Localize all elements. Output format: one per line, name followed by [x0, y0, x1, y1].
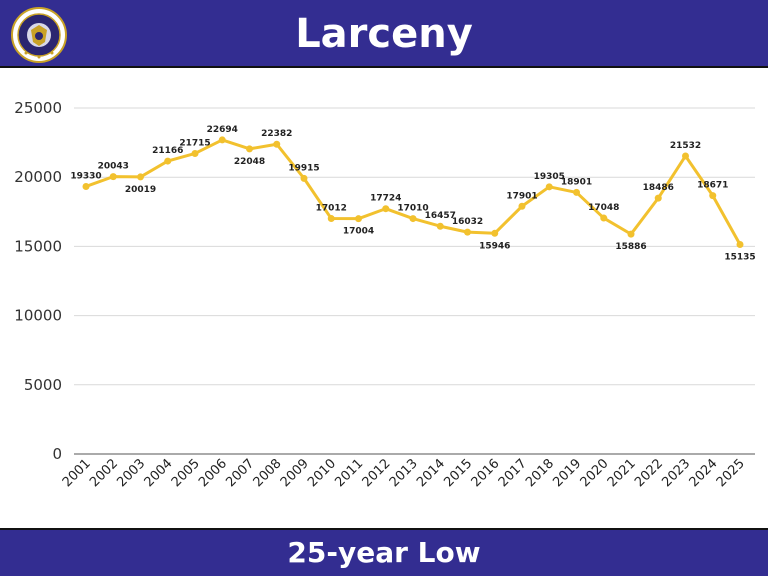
data-point [682, 152, 689, 160]
x-tick-label: 2011 [332, 456, 366, 490]
x-tick-label: 2005 [169, 456, 203, 490]
data-point [600, 214, 608, 222]
police-badge-seal-icon [11, 7, 67, 63]
data-point [164, 157, 172, 165]
data-point [518, 202, 526, 210]
data-label: 15135 [724, 253, 755, 263]
data-label: 19305 [534, 172, 565, 182]
data-point [545, 183, 553, 191]
y-tick-labels: 0 5000 10000 15000 20000 25000 [14, 99, 62, 463]
data-point [573, 188, 580, 196]
x-tick-label: 2007 [223, 456, 257, 490]
x-tick-label: 2019 [550, 456, 584, 490]
data-point [82, 182, 90, 190]
data-label: 19915 [288, 163, 319, 173]
x-tick-label: 2004 [142, 456, 176, 490]
data-point [491, 229, 499, 237]
data-point [464, 228, 471, 236]
data-point [709, 192, 717, 200]
x-tick-label: 2006 [196, 456, 230, 490]
data-point [736, 241, 744, 249]
data-label: 17724 [370, 194, 401, 204]
y-tick-label: 5000 [24, 376, 62, 394]
data-label: 17901 [506, 191, 537, 201]
data-point [654, 194, 662, 202]
data-point [246, 145, 253, 153]
data-label: 22048 [234, 157, 265, 167]
data-label: 20043 [98, 162, 129, 172]
data-label: 21532 [670, 141, 701, 151]
data-point [327, 215, 335, 223]
data-point [191, 149, 199, 157]
data-label: 17010 [397, 204, 428, 214]
page-title: Larceny [295, 11, 473, 57]
data-point [382, 205, 390, 213]
x-tick-label: 2013 [387, 456, 421, 490]
x-tick-label: 2021 [605, 456, 639, 490]
x-tick-label: 2022 [632, 456, 666, 490]
series-points [82, 136, 744, 249]
x-tick-label: 2001 [60, 456, 94, 490]
data-point [137, 173, 144, 181]
data-label: 21166 [152, 146, 183, 156]
data-point [355, 215, 362, 223]
x-tick-label: 2012 [360, 456, 394, 490]
data-label: 15946 [479, 241, 510, 251]
data-point [627, 230, 635, 238]
data-label: 17048 [588, 203, 619, 213]
x-tick-label: 2023 [659, 456, 693, 490]
data-label: 16032 [452, 217, 483, 227]
x-tick-label: 2009 [278, 456, 312, 490]
data-label: 15886 [615, 242, 646, 252]
data-label: 16457 [425, 211, 456, 221]
data-point [273, 140, 281, 148]
x-tick-label: 2014 [414, 456, 448, 490]
data-label: 18671 [697, 181, 728, 191]
data-label: 20019 [125, 185, 156, 195]
x-tick-label: 2016 [469, 456, 503, 490]
y-tick-label: 20000 [14, 168, 62, 186]
x-tick-label: 2010 [305, 456, 339, 490]
x-tick-label: 2017 [496, 456, 530, 490]
data-label: 18486 [643, 183, 674, 193]
x-tick-label: 2025 [714, 456, 748, 490]
x-tick-label: 2015 [441, 456, 475, 490]
data-label: 22694 [207, 125, 238, 135]
x-tick-label: 2024 [687, 456, 721, 490]
data-point [218, 136, 226, 144]
x-tick-label: 2003 [114, 456, 148, 490]
data-point [436, 222, 444, 230]
y-tick-label: 25000 [14, 99, 62, 117]
x-tick-label: 2018 [523, 456, 557, 490]
y-tick-label: 0 [52, 445, 62, 463]
data-label: 22382 [261, 129, 292, 139]
x-tick-label: 2020 [578, 456, 612, 490]
x-tick-labels: 2001200220032004200520062007200820092010… [60, 456, 748, 490]
x-tick-label: 2008 [251, 456, 285, 490]
header-band: Larceny [0, 0, 768, 68]
y-tick-label: 15000 [14, 237, 62, 255]
data-point [409, 215, 417, 223]
data-label: 19330 [70, 171, 101, 181]
data-label: 17012 [316, 204, 347, 214]
data-point [300, 174, 308, 182]
data-label: 18901 [561, 177, 592, 187]
footer-band: 25-year Low [0, 528, 768, 576]
x-tick-label: 2002 [87, 456, 121, 490]
data-label: 17004 [343, 227, 374, 237]
footer-subtitle: 25-year Low [287, 536, 481, 569]
data-label: 21715 [179, 138, 210, 148]
data-point [109, 173, 117, 181]
y-tick-label: 10000 [14, 307, 62, 325]
